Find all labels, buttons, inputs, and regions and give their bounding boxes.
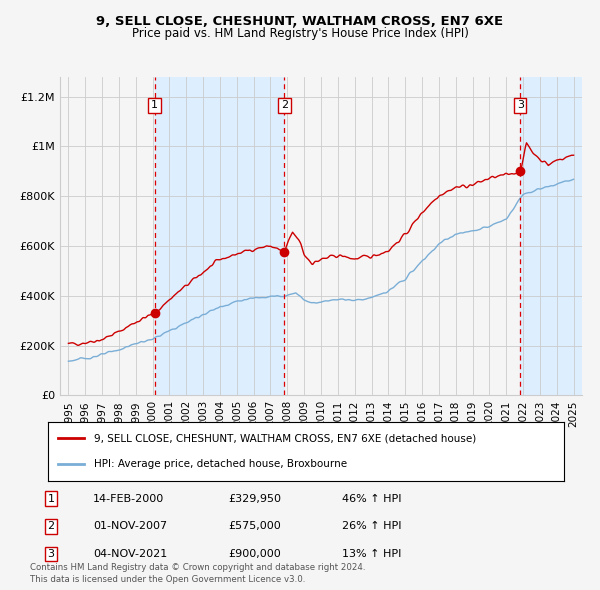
Text: 2: 2: [281, 100, 288, 110]
Text: HPI: Average price, detached house, Broxbourne: HPI: Average price, detached house, Brox…: [94, 460, 347, 469]
Text: 13% ↑ HPI: 13% ↑ HPI: [342, 549, 401, 559]
Text: 01-NOV-2007: 01-NOV-2007: [93, 522, 167, 531]
Bar: [155, 77, 284, 395]
Text: £575,000: £575,000: [228, 522, 281, 531]
Text: 3: 3: [47, 549, 55, 559]
Text: 26% ↑ HPI: 26% ↑ HPI: [342, 522, 401, 531]
Text: 3: 3: [517, 100, 524, 110]
Text: £329,950: £329,950: [228, 494, 281, 503]
Text: 1: 1: [47, 494, 55, 503]
Bar: [520, 77, 582, 395]
Text: £900,000: £900,000: [228, 549, 281, 559]
Text: 46% ↑ HPI: 46% ↑ HPI: [342, 494, 401, 503]
Text: 1: 1: [151, 100, 158, 110]
Text: 04-NOV-2021: 04-NOV-2021: [93, 549, 167, 559]
Text: Price paid vs. HM Land Registry's House Price Index (HPI): Price paid vs. HM Land Registry's House …: [131, 27, 469, 40]
Text: 14-FEB-2000: 14-FEB-2000: [93, 494, 164, 503]
Text: This data is licensed under the Open Government Licence v3.0.: This data is licensed under the Open Gov…: [30, 575, 305, 584]
Text: 2: 2: [47, 522, 55, 531]
Text: 9, SELL CLOSE, CHESHUNT, WALTHAM CROSS, EN7 6XE (detached house): 9, SELL CLOSE, CHESHUNT, WALTHAM CROSS, …: [94, 434, 476, 443]
Text: 9, SELL CLOSE, CHESHUNT, WALTHAM CROSS, EN7 6XE: 9, SELL CLOSE, CHESHUNT, WALTHAM CROSS, …: [97, 15, 503, 28]
Text: Contains HM Land Registry data © Crown copyright and database right 2024.: Contains HM Land Registry data © Crown c…: [30, 563, 365, 572]
